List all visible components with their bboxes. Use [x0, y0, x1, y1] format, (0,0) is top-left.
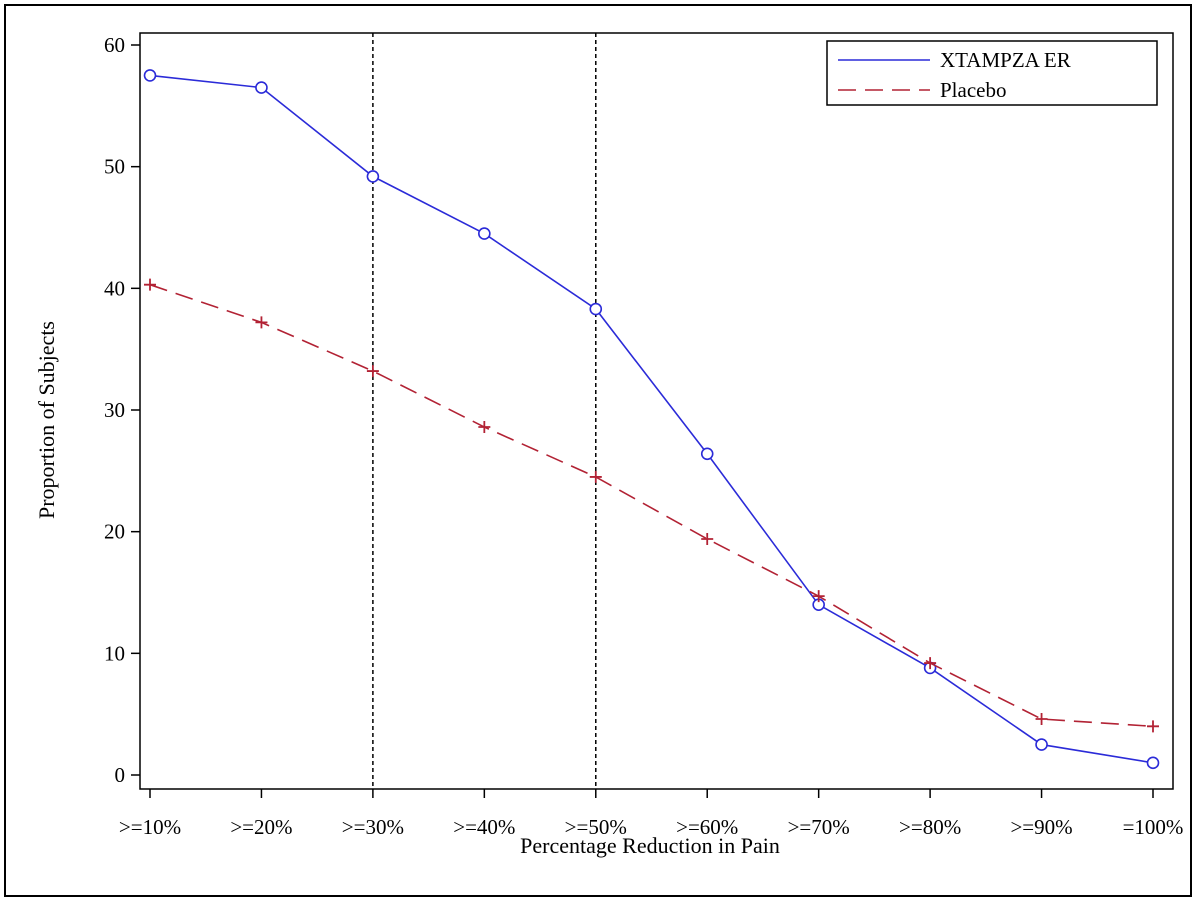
legend: XTAMPZA ER Placebo	[826, 40, 1158, 106]
y-tick-label: 60	[104, 33, 125, 57]
y-tick-label: 20	[104, 520, 125, 544]
y-tick-label: 0	[115, 763, 126, 787]
data-point	[589, 302, 603, 316]
series-placebo	[144, 278, 1159, 733]
series-xtampza	[143, 69, 1160, 770]
data-point	[1146, 756, 1160, 770]
x-tick-label: >=60%	[676, 815, 738, 839]
series-layer	[143, 69, 1160, 770]
y-tick-label: 50	[104, 155, 125, 179]
axes: 0 10 20 30 40 50 60 >=10% >=20% >=30% >=40% >=50% >=…	[104, 32, 1184, 839]
x-axis-title: Percentage Reduction in Pain	[520, 833, 780, 858]
x-tick-label: =100%	[1123, 815, 1184, 839]
legend-label-xtampza: XTAMPZA ER	[940, 48, 1071, 72]
series-line	[149, 283, 1154, 728]
y-tick-label: 40	[104, 276, 125, 300]
data-point	[143, 69, 157, 82]
x-tick-label: >=70%	[788, 815, 850, 839]
y-tick-label: 10	[104, 641, 125, 665]
reference-lines	[372, 33, 597, 789]
data-point	[144, 278, 156, 291]
data-point	[366, 170, 380, 183]
x-tick-label: >=90%	[1010, 815, 1072, 839]
x-tick-label: >=40%	[453, 815, 515, 839]
data-point	[255, 316, 268, 329]
data-point	[366, 365, 379, 378]
y-axis-title: Proportion of Subjects	[34, 321, 59, 519]
data-point	[924, 657, 937, 670]
x-tick-label: >=50%	[565, 815, 627, 839]
data-point	[589, 470, 602, 483]
x-tick-label: >=10%	[119, 815, 181, 839]
data-point	[1147, 720, 1159, 733]
x-tick-label: >=80%	[899, 815, 961, 839]
data-point	[1035, 738, 1048, 751]
y-tick-label: 30	[104, 398, 125, 422]
data-point	[812, 590, 825, 603]
data-point	[701, 532, 714, 545]
x-tick-label: >=30%	[342, 815, 404, 839]
data-point	[478, 421, 491, 434]
series-line	[149, 74, 1154, 764]
data-point	[478, 227, 491, 240]
plot-area-border	[139, 32, 1174, 790]
legend-label-placebo: Placebo	[940, 78, 1006, 102]
data-point	[1035, 713, 1048, 726]
legend-box	[826, 40, 1158, 106]
data-point	[700, 447, 714, 461]
data-point	[255, 81, 268, 94]
x-tick-label: >=20%	[230, 815, 292, 839]
chart-frame	[4, 4, 1192, 897]
